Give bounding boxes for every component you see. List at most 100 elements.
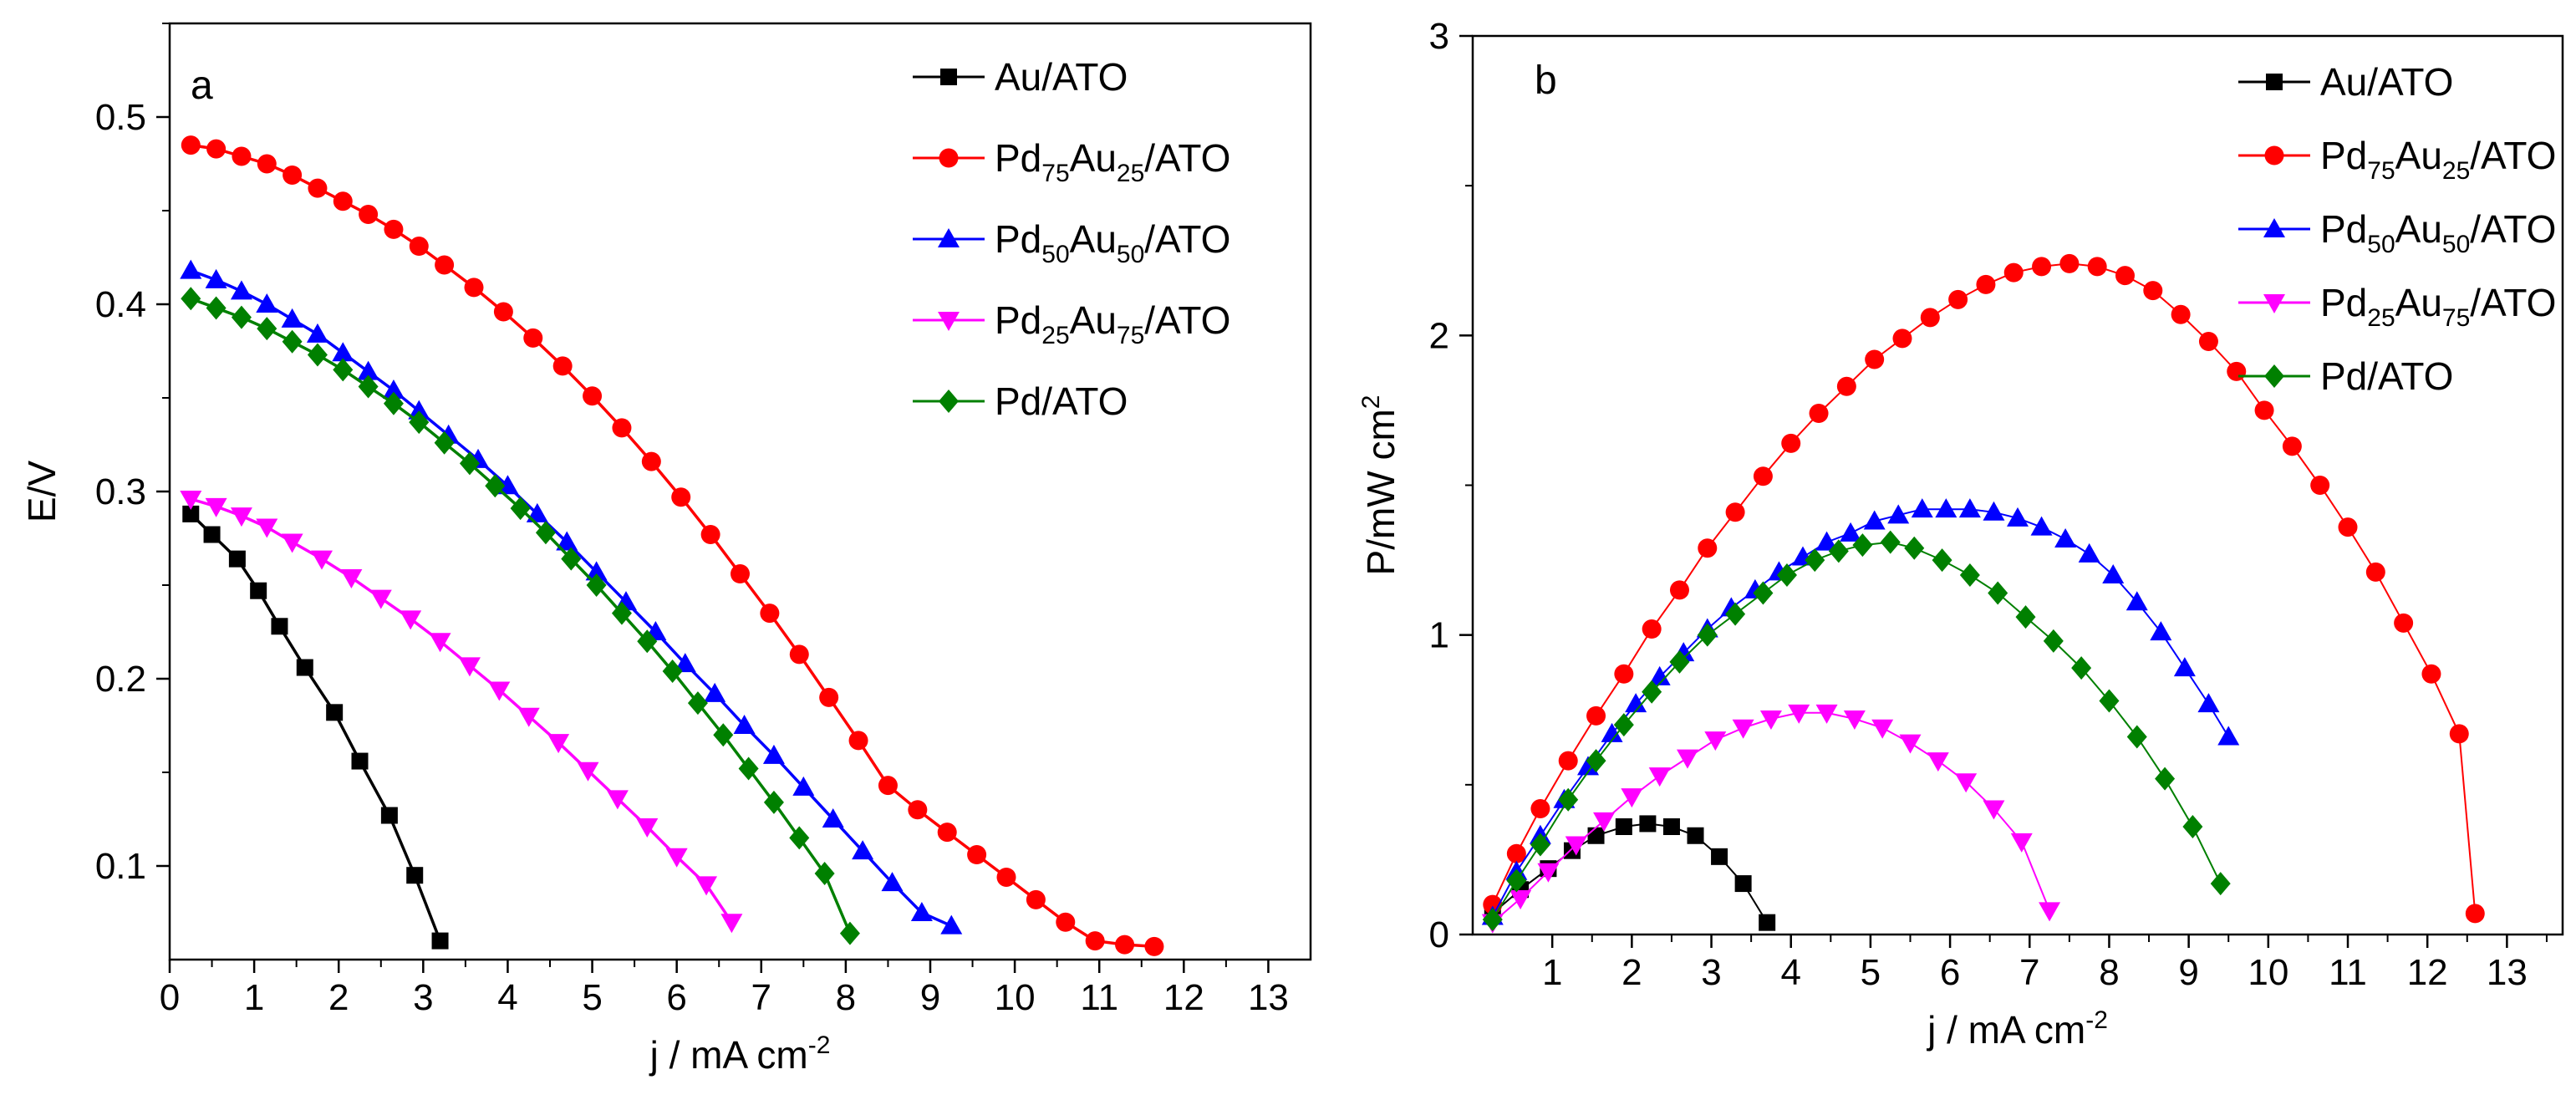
data-point (493, 302, 513, 322)
data-point (1983, 501, 2005, 521)
data-point (1871, 719, 1894, 739)
legend-entry: Au/ATO (2238, 60, 2453, 104)
data-point (1899, 734, 1922, 754)
data-point (1704, 731, 1727, 751)
data-point (435, 255, 455, 275)
data-point (1613, 713, 1634, 737)
data-point (1955, 773, 1978, 793)
x-tick-label: 2 (328, 977, 349, 1018)
data-point (1669, 649, 1690, 674)
data-point (429, 633, 451, 653)
data-point (700, 525, 720, 545)
data-point (671, 487, 691, 507)
data-point (2155, 766, 2176, 791)
y-tick-label: 3 (1429, 16, 1449, 57)
x-tick-label: 12 (1163, 977, 1204, 1018)
data-point (1587, 827, 1605, 844)
data-point (2071, 656, 2092, 680)
data-point (206, 139, 227, 159)
data-point (2197, 693, 2220, 713)
legend-marker (939, 390, 959, 413)
data-point (434, 430, 455, 455)
legend-label: Pd25Au75/ATO (995, 298, 1230, 349)
data-point (2198, 332, 2218, 351)
data-point (1648, 665, 1671, 685)
data-point (1586, 749, 1606, 773)
data-point (307, 343, 328, 367)
legend-label: Pd50Au50/ATO (995, 217, 1230, 268)
data-point (1732, 719, 1754, 739)
x-tick-label: 3 (413, 977, 433, 1018)
data-point (1676, 749, 1698, 769)
data-point (2115, 266, 2135, 286)
data-point (763, 790, 784, 814)
data-point (611, 601, 632, 625)
x-tick-label: 13 (2487, 952, 2528, 993)
data-point (2282, 436, 2302, 456)
data-point (665, 848, 688, 868)
data-point (1642, 680, 1662, 704)
data-point (2182, 815, 2203, 838)
data-point (552, 356, 573, 376)
data-point (1530, 799, 1550, 818)
y-tick-label: 2 (1429, 315, 1449, 356)
data-point (1843, 710, 1866, 730)
data-point (332, 342, 354, 362)
legend-entry: Pd75Au25/ATO (913, 136, 1230, 187)
data-point (848, 731, 868, 751)
data-point (1506, 868, 1527, 893)
data-point (459, 451, 480, 476)
legend-entry: Pd/ATO (2238, 354, 2453, 398)
data-point (1509, 890, 1532, 909)
data-point (789, 826, 810, 850)
data-point (1711, 848, 1728, 865)
x-tick-label: 8 (2099, 952, 2119, 993)
data-point (535, 521, 556, 545)
data-point (485, 474, 506, 498)
data-point (878, 776, 898, 796)
series-Pd25Au75/ATO (1481, 704, 2061, 934)
x-tick-label: 3 (1701, 952, 1721, 993)
data-point (1828, 539, 1849, 563)
data-point (369, 589, 392, 609)
x-tick-label: 7 (2019, 952, 2039, 993)
data-point (637, 629, 658, 654)
data-point (1815, 531, 1838, 551)
data-point (510, 497, 531, 521)
data-point (306, 323, 328, 343)
data-point (283, 165, 303, 185)
data-point (2087, 257, 2107, 277)
plot-area (1481, 253, 2485, 934)
data-point (695, 876, 718, 896)
legend-marker (2263, 294, 2285, 313)
legend-label: Pd25Au75/ATO (2320, 281, 2556, 332)
data-point (203, 526, 221, 543)
data-point (2102, 564, 2125, 583)
legend-label: Pd/ATO (2320, 354, 2453, 398)
x-axis-label: j / mA cm-2 (649, 1031, 831, 1077)
y-tick-label: 1 (1429, 615, 1449, 656)
data-point (2449, 724, 2469, 744)
data-point (733, 715, 756, 734)
data-point (380, 807, 398, 824)
data-point (2217, 726, 2240, 746)
data-point (2039, 902, 2061, 922)
data-point (1932, 548, 1952, 573)
x-tick-label: 6 (666, 977, 686, 1018)
data-point (517, 707, 540, 727)
x-tick-label: 12 (2407, 952, 2448, 993)
data-point (1537, 863, 1560, 883)
data-point (2015, 605, 2036, 629)
data-point (1836, 376, 1856, 396)
data-point (1506, 843, 1526, 863)
data-point (1056, 912, 1076, 932)
data-point (606, 790, 629, 810)
data-point (1958, 498, 1981, 518)
data-point (910, 902, 933, 921)
data-point (2007, 507, 2029, 527)
x-tick-label: 9 (2178, 952, 2198, 993)
data-point (1865, 349, 1885, 369)
data-point (1840, 522, 1862, 542)
legend-entry: Pd25Au75/ATO (2238, 281, 2556, 332)
